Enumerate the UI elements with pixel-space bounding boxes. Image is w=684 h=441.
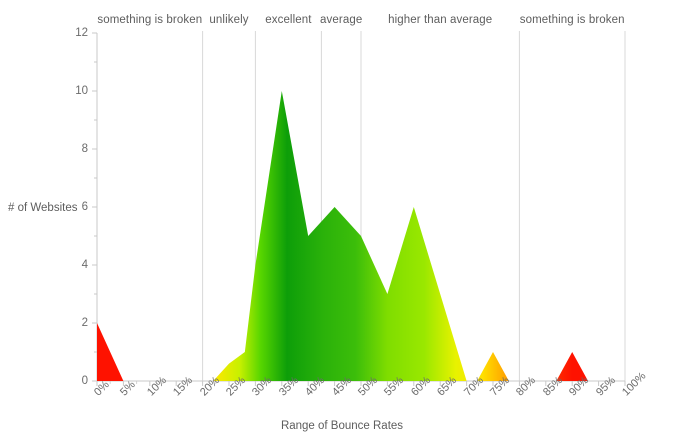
- band-divider-lines: [202, 31, 626, 381]
- x-axis-title: Range of Bounce Rates: [280, 420, 404, 432]
- band-label: something is broken: [519, 14, 625, 26]
- y-tick-label: 12: [75, 27, 88, 39]
- y-axis-title: # of Websites: [8, 202, 78, 214]
- band-label: something is broken: [97, 14, 203, 26]
- y-tick-label: 8: [81, 143, 88, 155]
- area-series-path: [97, 91, 625, 381]
- y-tick-label: 4: [81, 259, 88, 271]
- y-tick-label: 0: [81, 375, 88, 387]
- band-label: unlikely: [209, 14, 249, 26]
- x-axis-ticks: [96, 381, 626, 386]
- y-tick-label: 6: [81, 201, 88, 213]
- y-tick-label: 10: [75, 85, 88, 97]
- band-label: higher than average: [388, 14, 493, 26]
- y-tick-label: 2: [81, 317, 88, 329]
- band-label: average: [320, 14, 363, 26]
- band-label: excellent: [265, 14, 312, 26]
- y-axis-ticks: [92, 32, 97, 382]
